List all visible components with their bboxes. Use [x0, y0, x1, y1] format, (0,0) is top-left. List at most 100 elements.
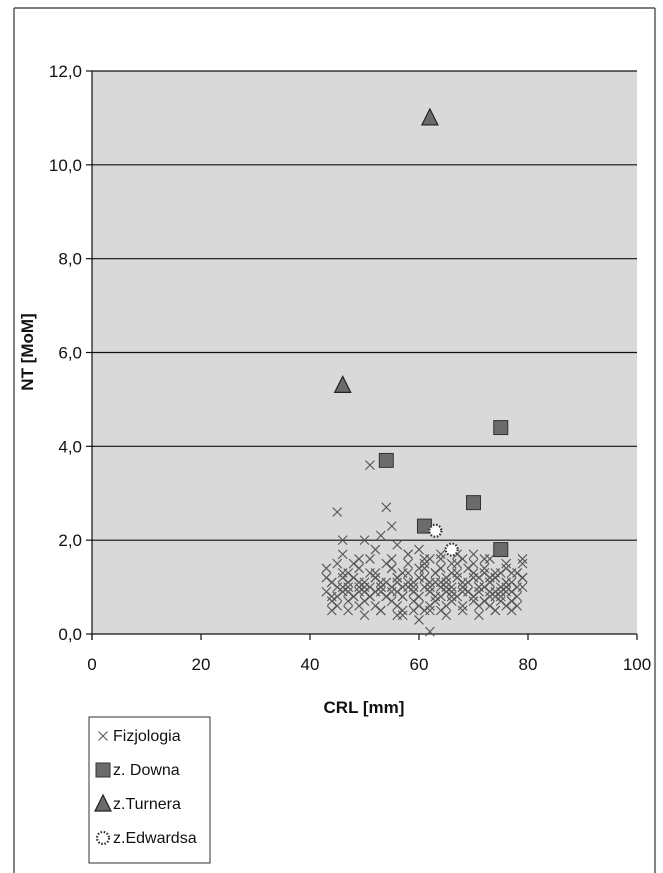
fizjologia-point — [474, 572, 484, 583]
legend-item-turnera-marker — [94, 793, 112, 812]
fizjologia-point — [375, 577, 386, 588]
edwardsa-point — [444, 542, 459, 557]
fizjologia-point — [365, 460, 375, 470]
fizjologia-point-stroke — [332, 591, 343, 602]
fizjologia-point-stroke — [463, 577, 473, 588]
fizjologia-point — [517, 572, 528, 583]
fizjologia-point-stroke — [375, 530, 386, 541]
fizjologia-point-stroke — [495, 596, 506, 607]
fizjologia-point-stroke — [386, 563, 397, 574]
fizjologia-point — [501, 563, 512, 574]
fizjologia-point-stroke — [354, 554, 364, 564]
fizjologia-point — [337, 535, 348, 546]
fizjologia-point-stroke — [484, 600, 495, 611]
x-axis-title: CRL [mm] — [324, 698, 405, 717]
fizjologia-point-stroke — [446, 568, 457, 578]
fizjologia-point — [495, 591, 506, 602]
fizjologia-point-stroke — [408, 586, 419, 597]
fizjologia-point-stroke — [474, 586, 484, 597]
fizjologia-point-stroke — [392, 586, 403, 597]
turnera-point — [333, 375, 352, 393]
y-tick-label: 6,0 — [58, 344, 82, 363]
fizjologia-point — [468, 549, 479, 560]
fizjologia-point-stroke — [392, 572, 403, 583]
legend-item-edwardsa-marker — [95, 830, 111, 846]
fizjologia-point — [425, 605, 435, 616]
y-tick-label: 2,0 — [58, 531, 82, 550]
fizjologia-point — [457, 605, 468, 616]
fizjologia-point-stroke — [452, 549, 463, 560]
fizjologia-point — [441, 577, 452, 588]
fizjologia-point-stroke — [381, 591, 392, 602]
turnera-point — [420, 107, 439, 126]
fizjologia-point-stroke — [414, 591, 424, 602]
legend-item-edwardsa-label: z.Edwardsa — [113, 830, 197, 847]
fizjologia-point-stroke — [517, 582, 528, 592]
fizjologia-point-stroke — [386, 582, 397, 592]
fizjologia-point — [381, 591, 392, 602]
fizjologia-point-stroke — [490, 605, 501, 616]
fizjologia-point — [457, 600, 468, 611]
axes — [86, 70, 638, 640]
fizjologia-point — [332, 558, 343, 569]
fizjologia-point-stroke — [403, 577, 413, 588]
fizjologia-point — [446, 591, 457, 602]
legend-item-fizjologia-marker — [98, 731, 108, 741]
fizjologia-point — [506, 586, 517, 597]
fizjologia-point-stroke — [495, 591, 506, 602]
fizjologia-point — [359, 535, 370, 546]
fizjologia-point-stroke — [414, 544, 424, 555]
fizjologia-point-stroke — [403, 549, 413, 560]
fizjologia-point-stroke — [419, 554, 430, 564]
fizjologia-point — [517, 558, 528, 569]
fizjologia-point-stroke — [343, 586, 354, 597]
fizjologia-point — [332, 507, 343, 517]
fizjologia-point — [326, 605, 337, 616]
fizjologia-point — [468, 558, 479, 569]
fizjologia-point-stroke — [441, 577, 452, 588]
fizjologia-point-stroke — [468, 568, 479, 578]
fizjologia-point-stroke — [425, 626, 435, 637]
fizjologia-point-stroke — [419, 572, 430, 583]
fizjologia-point-stroke — [321, 586, 332, 597]
fizjologia-point — [441, 610, 452, 621]
fizjologia-point — [375, 530, 386, 541]
fizjologia-point-stroke — [517, 554, 528, 564]
fizjologia-point-stroke — [452, 572, 463, 583]
fizjologia-point-stroke — [354, 563, 364, 574]
fizjologia-point-stroke — [343, 582, 354, 592]
fizjologia-point — [370, 568, 381, 578]
fizjologia-point-stroke — [430, 596, 441, 607]
fizjologia-point-stroke — [474, 610, 484, 621]
fizjologia-point-stroke — [326, 605, 337, 616]
fizjologia-point-stroke — [332, 507, 343, 517]
fizjologia-point — [479, 563, 490, 574]
fizjologia-point — [463, 577, 473, 588]
fizjologia-point-stroke — [332, 582, 343, 592]
x-tick-label: 20 — [192, 655, 211, 674]
fizjologia-point-stroke — [506, 577, 517, 588]
legend-item-fizjologia-marker-stroke — [98, 731, 108, 741]
fizjologia-point-stroke — [375, 577, 386, 588]
downa-point — [466, 495, 481, 511]
fizjologia-point — [354, 554, 364, 564]
fizjologia-point — [490, 605, 501, 616]
fizjologia-point — [419, 558, 430, 569]
fizjologia-point — [321, 563, 332, 574]
fizjologia-point-stroke — [386, 596, 397, 607]
fizjologia-point-stroke — [419, 558, 430, 569]
fizjologia-point-stroke — [337, 549, 348, 560]
x-tick-label: 60 — [410, 655, 429, 674]
fizjologia-point-stroke — [479, 563, 490, 574]
downa-point — [493, 420, 509, 436]
fizjologia-point — [435, 554, 446, 564]
fizjologia-point — [517, 554, 528, 564]
fizjologia-point-stroke — [441, 610, 452, 621]
fizjologia-point-stroke — [408, 605, 419, 616]
fizjologia-point-stroke — [392, 600, 403, 611]
fizjologia-point — [370, 544, 381, 555]
fizjologia-point — [490, 572, 501, 583]
y-tick-label: 4,0 — [58, 437, 82, 456]
fizjologia-point — [435, 563, 446, 574]
edwardsa-point — [428, 523, 443, 538]
